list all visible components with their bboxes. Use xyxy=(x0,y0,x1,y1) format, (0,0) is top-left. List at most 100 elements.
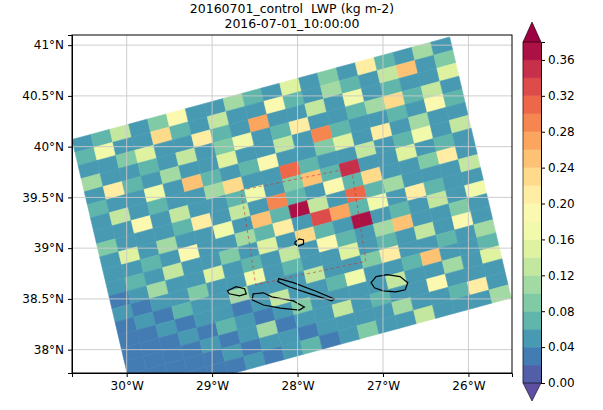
tick: 0.04 xyxy=(541,340,575,354)
cell xyxy=(263,346,285,364)
tick-mark xyxy=(212,373,213,377)
tick-label: 40.5°N xyxy=(22,89,64,103)
tick-label: 0.08 xyxy=(548,305,575,319)
tick-label: 0.36 xyxy=(548,53,575,67)
cell xyxy=(338,326,360,344)
colorbar-band xyxy=(523,186,541,204)
cell xyxy=(433,300,455,318)
tick-mark xyxy=(127,373,128,377)
cell xyxy=(206,362,228,373)
coastline xyxy=(295,239,304,246)
tick: 39°N xyxy=(34,241,72,255)
tick-mark xyxy=(541,168,545,169)
tick-mark xyxy=(541,132,545,133)
cell xyxy=(187,367,209,373)
colorbar-band xyxy=(523,239,541,257)
tick: 38.5°N xyxy=(22,292,72,306)
colorbar-band xyxy=(523,150,541,168)
cell xyxy=(146,364,168,373)
colorbar-band xyxy=(523,42,541,60)
tick-mark xyxy=(68,96,72,97)
grid-line xyxy=(72,298,512,299)
tick: 27°W xyxy=(367,373,400,393)
tick-mark xyxy=(298,373,299,377)
tick-mark xyxy=(541,275,545,276)
tick-label: 0.32 xyxy=(548,89,575,103)
yticks-axis: 38°N 38.5°N 39°N 39.5°N 40°N 40.5°N 41°N xyxy=(22,36,72,374)
coastline xyxy=(278,279,334,301)
tick-label: 0.16 xyxy=(548,233,575,247)
tick-mark xyxy=(68,147,72,148)
tick-label: 0.24 xyxy=(548,161,575,175)
xticks-axis: 30°W 29°W 28°W 27°W 26°W xyxy=(73,373,513,393)
cell xyxy=(376,316,398,334)
tick-label: 30°W xyxy=(111,379,144,393)
colorbar-band xyxy=(523,257,541,275)
tick-mark xyxy=(541,239,545,240)
colorbar-band xyxy=(523,365,541,383)
colorbar-band xyxy=(523,114,541,132)
grid xyxy=(72,35,512,373)
tick-mark xyxy=(68,197,72,198)
tick-mark xyxy=(541,311,545,312)
tick-mark xyxy=(383,373,384,377)
tick-mark xyxy=(68,248,72,249)
colorbar-band xyxy=(523,78,541,96)
cell xyxy=(244,351,266,369)
tick-label: 28°W xyxy=(281,379,314,393)
tick-label: 39°N xyxy=(34,241,64,255)
grid-line xyxy=(212,35,213,373)
tick-label: 39.5°N xyxy=(22,191,64,205)
grid-line xyxy=(72,45,512,46)
colorbar-extend-min xyxy=(523,383,541,401)
tick: 30°W xyxy=(111,373,144,393)
title: 20160701_control LWP (kg m-2) xyxy=(190,1,394,16)
tick-mark xyxy=(541,204,545,205)
grid-line xyxy=(72,248,512,249)
colorbar-band xyxy=(523,132,541,150)
coastline xyxy=(252,293,304,310)
cell xyxy=(451,295,473,313)
tick: 0.28 xyxy=(541,125,575,139)
tick: 28°W xyxy=(281,373,314,393)
colorbar-outline xyxy=(523,42,524,383)
tick-label: 0.04 xyxy=(548,340,575,354)
tick-label: 27°W xyxy=(367,379,400,393)
colorbar-band xyxy=(523,347,541,365)
cell xyxy=(225,357,247,373)
tick-mark xyxy=(541,383,545,384)
tick: 29°W xyxy=(196,373,229,393)
plot-frame xyxy=(72,35,512,373)
tick: 26°W xyxy=(452,373,485,393)
grid-line xyxy=(468,35,469,373)
tick: 40°N xyxy=(34,140,72,154)
tick: 0.08 xyxy=(541,305,575,319)
colorbar-band xyxy=(523,275,541,293)
plot-background xyxy=(72,35,512,373)
cell xyxy=(414,305,436,323)
tick-label: 0.12 xyxy=(548,269,575,283)
cell xyxy=(357,321,379,339)
colorbar-band xyxy=(523,329,541,347)
colorbar-band xyxy=(523,96,541,114)
tick-mark xyxy=(541,347,545,348)
tick: 38°N xyxy=(34,343,72,357)
tick: 0.36 xyxy=(541,53,575,67)
cell xyxy=(319,331,341,349)
tick: 0.00 xyxy=(541,376,575,390)
tick-label: 38°N xyxy=(34,343,64,357)
tick-mark xyxy=(68,45,72,46)
tick-mark xyxy=(68,350,72,351)
colorbar-band xyxy=(523,293,541,311)
grid-line xyxy=(382,35,383,373)
tick-mark xyxy=(541,96,545,97)
cells xyxy=(72,37,511,373)
cell xyxy=(165,359,187,373)
tick: 40.5°N xyxy=(22,89,72,103)
coastline xyxy=(371,275,408,292)
inner-domain xyxy=(241,168,366,285)
colorbar-extend-max xyxy=(523,22,541,42)
tick-label: 41°N xyxy=(34,38,64,52)
grid-line xyxy=(72,95,512,96)
cell xyxy=(127,369,149,373)
